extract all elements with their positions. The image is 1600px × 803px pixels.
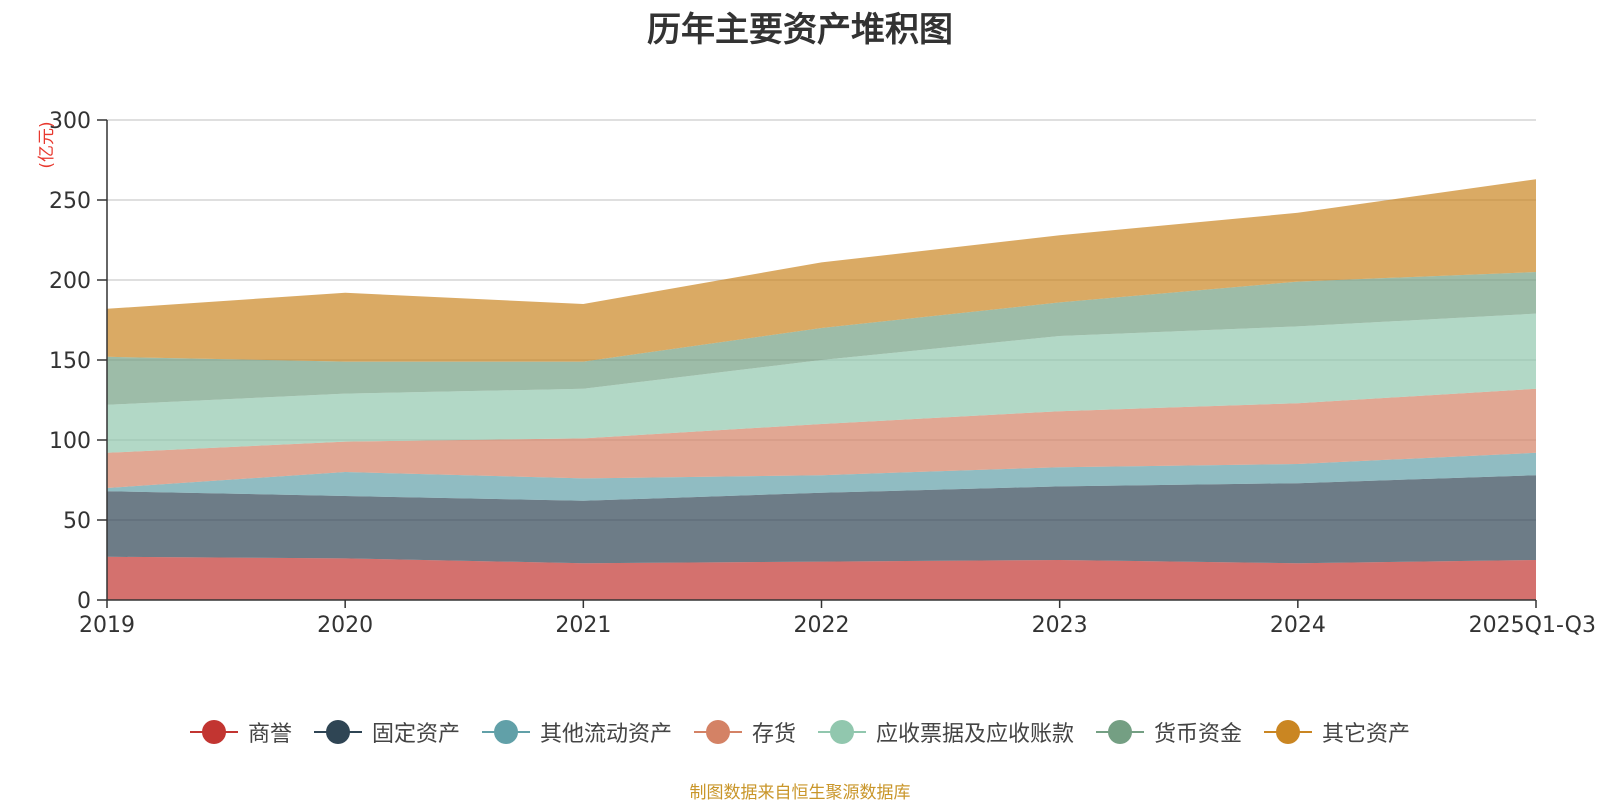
area-series-2 (107, 452, 1536, 501)
legend-marker-icon (1096, 719, 1145, 745)
legend-label: 应收票据及应收账款 (876, 722, 1075, 747)
legend-label: 其他流动资产 (539, 722, 672, 747)
legend-marker-icon (818, 719, 866, 745)
legend-item-2[interactable]: 其他流动资产 (481, 716, 672, 748)
chart-title: 历年主要资产堆积图 (647, 10, 953, 50)
x-tick-label: 2024 (1270, 613, 1326, 638)
legend-label: 其它资产 (1322, 722, 1411, 747)
area-series-6 (107, 179, 1536, 362)
y-axis-label: (亿元) (37, 121, 57, 168)
legend-item-1[interactable]: 固定资产 (313, 716, 460, 748)
legend-label: 商誉 (247, 722, 292, 747)
legend-marker-icon (313, 719, 362, 745)
y-tick-label: 0 (77, 589, 91, 614)
x-tick-label: 2025Q1-Q3 (1469, 613, 1596, 638)
legend: 商誉 固定资产 其他流动资产 存货 应收票据及应收账款 货币资金 其它资产 (0, 716, 1600, 748)
y-tick-label: 100 (49, 429, 91, 454)
x-tick-label: 2023 (1032, 613, 1088, 638)
legend-marker-icon (189, 719, 238, 745)
legend-marker-icon (481, 719, 530, 745)
y-tick-label: 50 (63, 509, 91, 534)
area-series-1 (107, 475, 1536, 564)
legend-marker-icon (1264, 719, 1313, 745)
legend-label: 固定资产 (371, 722, 460, 747)
stacked-areas (107, 179, 1536, 600)
y-tick-labels: 0 50 100 150 200 250 300 (49, 109, 107, 614)
x-tick-label: 2022 (794, 613, 850, 638)
x-tick-label: 2019 (79, 613, 135, 638)
legend-item-0[interactable]: 商誉 (189, 716, 292, 748)
y-tick-label: 150 (49, 349, 91, 374)
legend-marker-icon (693, 719, 742, 745)
y-tick-label: 250 (49, 189, 91, 214)
legend-label: 货币资金 (1154, 722, 1243, 747)
x-tick-labels: 2019 2020 2021 2022 2023 2024 2025Q1-Q3 (79, 600, 1596, 638)
legend-item-4[interactable]: 应收票据及应收账款 (818, 716, 1074, 748)
area-series-5 (107, 272, 1536, 405)
legend-item-6[interactable]: 其它资产 (1264, 716, 1410, 748)
y-tick-label: 200 (49, 269, 91, 294)
source-note: 制图数据来自恒生聚源数据库 (689, 783, 911, 803)
x-tick-label: 2021 (555, 613, 611, 638)
area-series-0 (107, 556, 1536, 600)
legend-item-5[interactable]: 货币资金 (1096, 716, 1242, 748)
y-tick-label: 300 (49, 109, 91, 134)
area-series-4 (107, 313, 1536, 453)
legend-item-3[interactable]: 存货 (693, 716, 796, 748)
legend-label: 存货 (751, 722, 796, 747)
area-series-3 (107, 388, 1536, 488)
x-tick-label: 2020 (317, 613, 373, 638)
